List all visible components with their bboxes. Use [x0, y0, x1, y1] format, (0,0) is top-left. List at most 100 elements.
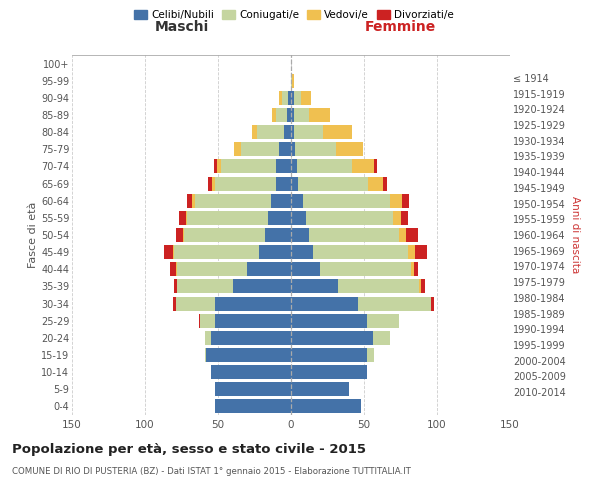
Bar: [187, 194, 192, 207]
Bar: [419, 280, 421, 293]
Bar: [179, 211, 186, 225]
Bar: [305, 211, 393, 225]
Bar: [277, 176, 291, 190]
Bar: [215, 314, 291, 328]
Bar: [320, 262, 411, 276]
Bar: [292, 74, 294, 88]
Bar: [367, 314, 399, 328]
Bar: [241, 142, 280, 156]
Bar: [257, 125, 284, 139]
Bar: [211, 331, 291, 345]
Bar: [374, 160, 377, 173]
Bar: [234, 142, 241, 156]
Bar: [206, 348, 291, 362]
Bar: [259, 245, 291, 259]
Bar: [352, 160, 374, 173]
Bar: [291, 91, 294, 105]
Bar: [291, 280, 338, 293]
Bar: [368, 176, 383, 190]
Bar: [200, 314, 215, 328]
Bar: [383, 176, 388, 190]
Bar: [402, 194, 409, 207]
Bar: [298, 176, 368, 190]
Bar: [272, 108, 277, 122]
Bar: [184, 228, 265, 242]
Bar: [338, 280, 419, 293]
Bar: [174, 245, 259, 259]
Bar: [277, 160, 291, 173]
Bar: [282, 91, 288, 105]
Bar: [176, 228, 183, 242]
Bar: [215, 400, 291, 413]
Bar: [221, 160, 277, 173]
Bar: [308, 228, 399, 242]
Bar: [431, 296, 434, 310]
Bar: [367, 348, 374, 362]
Bar: [215, 296, 291, 310]
Bar: [308, 108, 331, 122]
Bar: [291, 296, 358, 310]
Bar: [291, 108, 294, 122]
Bar: [277, 108, 287, 122]
Legend: Celibi/Nubili, Coniugati/e, Vedovi/e, Divorziati/e: Celibi/Nubili, Coniugati/e, Vedovi/e, Di…: [133, 8, 455, 22]
Bar: [205, 331, 211, 345]
Bar: [199, 314, 200, 328]
Bar: [291, 211, 305, 225]
Bar: [177, 262, 247, 276]
Bar: [173, 245, 174, 259]
Bar: [186, 211, 187, 225]
Text: COMUNE DI RIO DI PUSTERIA (BZ) - Dati ISTAT 1° gennaio 2015 - Elaborazione TUTTI: COMUNE DI RIO DI PUSTERIA (BZ) - Dati IS…: [12, 468, 411, 476]
Text: Maschi: Maschi: [154, 20, 209, 34]
Bar: [336, 142, 362, 156]
Bar: [211, 365, 291, 379]
Bar: [284, 125, 291, 139]
Bar: [294, 91, 301, 105]
Bar: [291, 142, 295, 156]
Bar: [177, 280, 233, 293]
Text: Femmine: Femmine: [365, 20, 436, 34]
Bar: [421, 280, 425, 293]
Bar: [295, 142, 336, 156]
Bar: [408, 245, 415, 259]
Bar: [268, 211, 291, 225]
Bar: [265, 228, 291, 242]
Text: Popolazione per età, sesso e stato civile - 2015: Popolazione per età, sesso e stato civil…: [12, 442, 366, 456]
Bar: [393, 211, 401, 225]
Bar: [176, 296, 215, 310]
Bar: [294, 125, 323, 139]
Bar: [291, 400, 361, 413]
Bar: [291, 262, 320, 276]
Bar: [291, 176, 298, 190]
Bar: [291, 382, 349, 396]
Bar: [302, 194, 390, 207]
Bar: [291, 160, 297, 173]
Bar: [313, 245, 408, 259]
Bar: [390, 194, 402, 207]
Bar: [358, 296, 431, 310]
Bar: [415, 245, 427, 259]
Bar: [411, 262, 413, 276]
Y-axis label: Anni di nascita: Anni di nascita: [569, 196, 580, 274]
Bar: [187, 211, 268, 225]
Bar: [291, 228, 308, 242]
Bar: [170, 262, 176, 276]
Bar: [406, 228, 418, 242]
Bar: [280, 142, 291, 156]
Bar: [215, 176, 277, 190]
Bar: [192, 194, 194, 207]
Bar: [214, 160, 217, 173]
Bar: [183, 228, 184, 242]
Bar: [291, 348, 367, 362]
Bar: [401, 211, 408, 225]
Bar: [233, 280, 291, 293]
Bar: [174, 280, 177, 293]
Y-axis label: Fasce di età: Fasce di età: [28, 202, 38, 268]
Bar: [173, 296, 176, 310]
Bar: [176, 262, 177, 276]
Bar: [247, 262, 291, 276]
Bar: [215, 382, 291, 396]
Bar: [413, 262, 418, 276]
Bar: [399, 228, 406, 242]
Bar: [164, 245, 173, 259]
Bar: [291, 194, 302, 207]
